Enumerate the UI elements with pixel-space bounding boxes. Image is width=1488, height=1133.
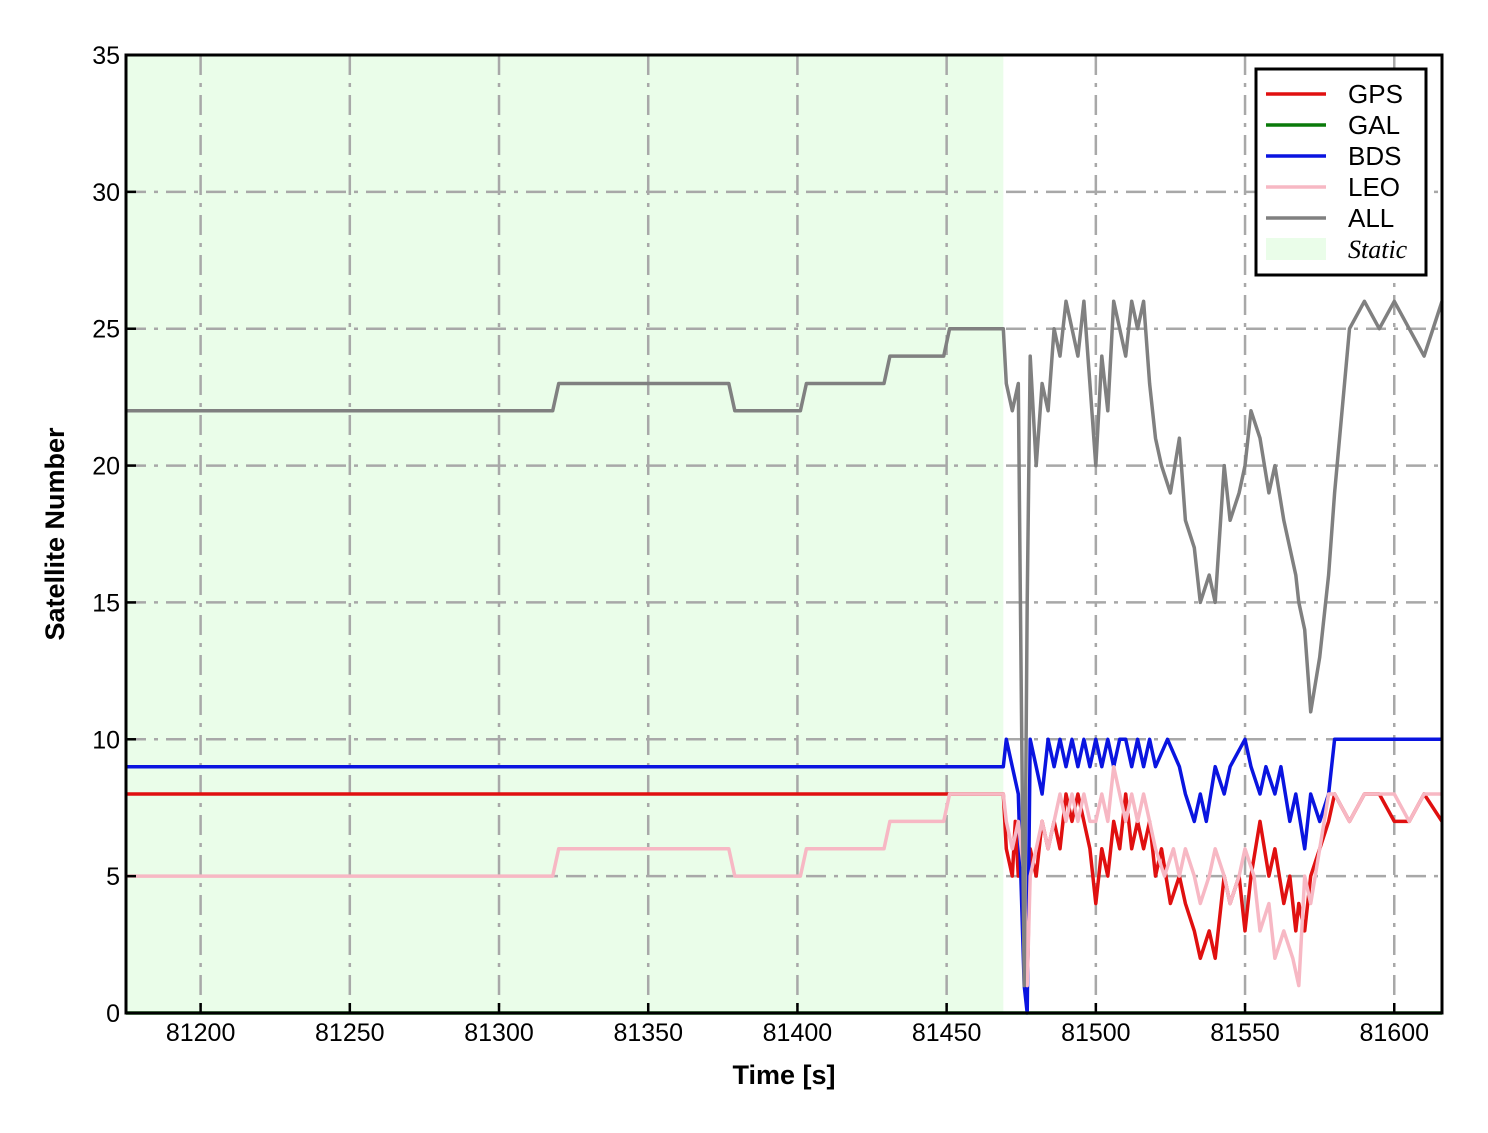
series-line-leo xyxy=(126,764,1442,988)
legend-label-all: ALL xyxy=(1348,203,1394,233)
y-tick-label: 25 xyxy=(92,316,120,344)
x-tick-label: 81300 xyxy=(464,1019,534,1047)
legend-label-leo: LEO xyxy=(1348,172,1400,202)
legend-label-static: Static xyxy=(1348,235,1408,264)
x-tick-label: 81200 xyxy=(166,1019,236,1047)
axis-ticks: 81200 81250 81300 81350 81400 81450 81500 81550… xyxy=(92,42,1429,1047)
plot-frame xyxy=(124,53,1444,1015)
y-tick-label: 20 xyxy=(92,453,120,481)
x-tick-label: 81350 xyxy=(613,1019,683,1047)
series-lines xyxy=(126,299,1444,1015)
y-tick-label: 15 xyxy=(92,589,120,617)
static-region-rect xyxy=(126,55,1004,1013)
y-tick-label: 30 xyxy=(92,179,120,207)
x-tick-label: 81600 xyxy=(1359,1019,1429,1047)
y-tick-label: 0 xyxy=(106,1000,120,1028)
series-line-bds xyxy=(126,737,1442,1015)
y-axis-title: Satellite Number xyxy=(40,427,70,641)
series-line-all xyxy=(126,299,1444,988)
legend-label-bds: BDS xyxy=(1348,141,1401,171)
x-tick-label: 81500 xyxy=(1061,1019,1131,1047)
legend-label-gal: GAL xyxy=(1348,110,1400,140)
legend-label-gps: GPS xyxy=(1348,79,1403,109)
x-tick-label: 81250 xyxy=(315,1019,385,1047)
y-tick-label: 35 xyxy=(92,42,120,70)
y-tick-label: 5 xyxy=(106,863,120,891)
x-axis-title: Time [s] xyxy=(732,1060,835,1090)
static-shaded-region xyxy=(126,55,1004,1013)
y-tick-label: 10 xyxy=(92,726,120,754)
x-tick-label: 81450 xyxy=(912,1019,982,1047)
x-tick-label: 81550 xyxy=(1210,1019,1280,1047)
x-tick-label: 81400 xyxy=(763,1019,833,1047)
legend-swatch-static xyxy=(1266,238,1326,260)
